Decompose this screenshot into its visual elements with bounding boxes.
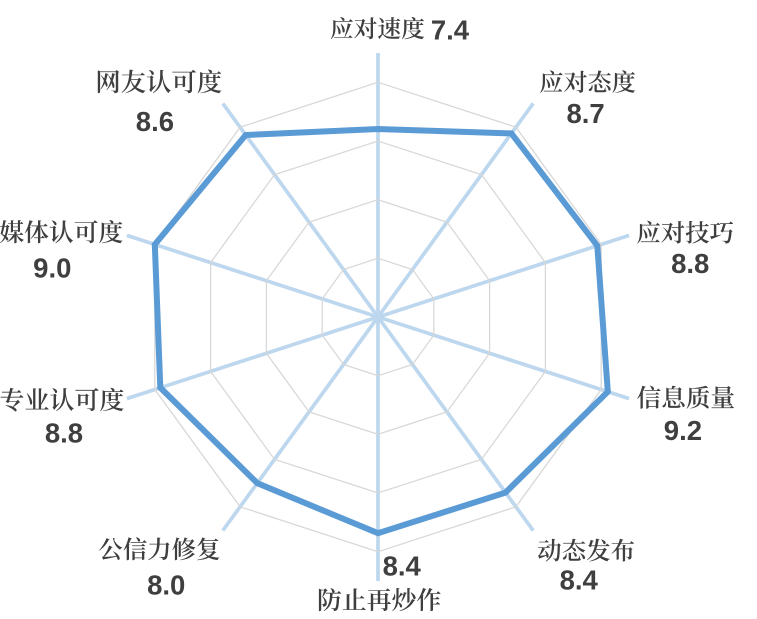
svg-text:8.0: 8.0 — [147, 570, 185, 601]
svg-text:8.6: 8.6 — [136, 106, 174, 137]
svg-text:7.4: 7.4 — [431, 15, 470, 46]
svg-text:8.8: 8.8 — [45, 418, 83, 449]
svg-text:8.7: 8.7 — [566, 98, 604, 129]
svg-text:8.4: 8.4 — [560, 565, 599, 596]
svg-text:9.0: 9.0 — [33, 253, 71, 284]
svg-text:8.4: 8.4 — [383, 551, 422, 582]
svg-text:8.8: 8.8 — [671, 248, 709, 279]
svg-text:9.2: 9.2 — [664, 415, 702, 446]
